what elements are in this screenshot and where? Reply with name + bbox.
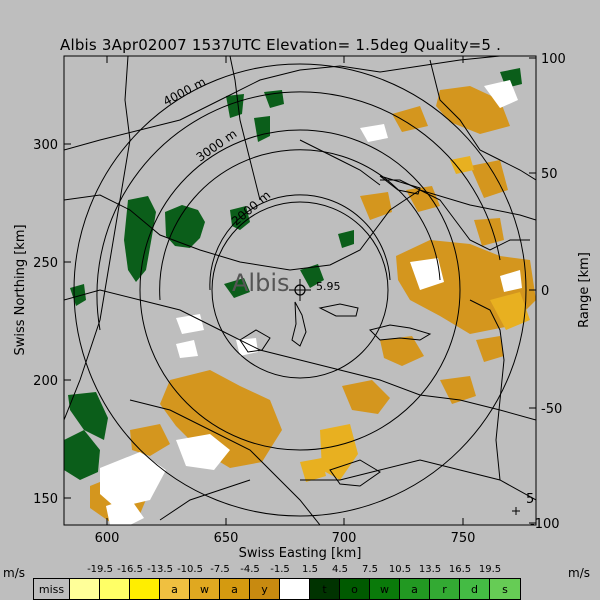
legend-value: -1.5: [270, 564, 290, 575]
legend-bin: miss: [34, 579, 70, 599]
x-tick-label: 650: [214, 531, 239, 546]
legend-value: -19.5: [87, 564, 113, 575]
legend-bin: s: [490, 579, 520, 599]
y-tick-label: 250: [33, 256, 58, 271]
legend-value: 19.5: [478, 564, 502, 575]
y-ticks: [64, 143, 71, 499]
legend-value: -13.5: [147, 564, 173, 575]
y2-tick-label: -50: [541, 402, 562, 417]
y2-axis-label: Range [km]: [577, 252, 592, 328]
y2-tick-label: -100: [530, 517, 560, 532]
corner-number: 5: [526, 492, 534, 507]
y2-tick-label: 0: [541, 284, 549, 299]
legend-value: 1.5: [302, 564, 318, 575]
legend-bin: a: [160, 579, 190, 599]
legend-bin: y: [250, 579, 280, 599]
legend-bin: a: [220, 579, 250, 599]
y-tick-label: 150: [33, 492, 58, 507]
y2-tick-label: 50: [541, 167, 558, 182]
legend-bin: [130, 579, 160, 599]
station-label: Albis: [232, 269, 290, 297]
legend-unit-right: m/s: [568, 566, 590, 580]
range-rings: [73, 63, 527, 517]
legend-value: 4.5: [332, 564, 348, 575]
legend-bin: [280, 579, 310, 599]
station-number: 5.95: [316, 280, 341, 293]
legend-value: -4.5: [240, 564, 260, 575]
legend-bin: [100, 579, 130, 599]
lakes: [239, 175, 432, 487]
legend-value: 10.5: [388, 564, 412, 575]
legend-bin: r: [430, 579, 460, 599]
legend-unit-left: m/s: [3, 566, 25, 580]
legend-value: -16.5: [117, 564, 143, 575]
geography-lines: [64, 56, 536, 525]
legend-bin: d: [460, 579, 490, 599]
legend-value: -7.5: [210, 564, 230, 575]
legend-bin: w: [370, 579, 400, 599]
echo-layer: [64, 68, 536, 525]
map-title: Albis 3Apr02007 1537UTC Elevation= 1.5de…: [60, 36, 502, 54]
legend-value: 16.5: [448, 564, 472, 575]
color-legend: miss a w a y t o w a r d s: [33, 578, 521, 600]
legend-bin: w: [190, 579, 220, 599]
amber-echoes: [300, 156, 530, 482]
y-tick-label: 300: [33, 138, 58, 153]
legend-value: 7.5: [362, 564, 378, 575]
legend-bin: o: [340, 579, 370, 599]
legend-value: -10.5: [177, 564, 203, 575]
y2-ticks: [529, 57, 536, 524]
legend-value: 13.5: [418, 564, 442, 575]
radar-map: Albis 5.95 4000 m 3000 m 2000 m 5 600 65…: [13, 52, 592, 560]
x-tick-label: 700: [332, 531, 357, 546]
x-ticks: [106, 56, 464, 525]
y2-tick-label: 100: [541, 52, 566, 67]
legend-bin: t: [310, 579, 340, 599]
y-axis-label: Swiss Northing [km]: [13, 224, 28, 355]
legend-scale-values: -19.5 -16.5 -13.5 -10.5 -7.5 -4.5 -1.5 1.5 4.5 7.…: [0, 564, 600, 578]
x-axis-label: Swiss Easting [km]: [239, 546, 362, 560]
x-tick-label: 750: [451, 531, 476, 546]
legend-bin: a: [400, 579, 430, 599]
y-tick-label: 200: [33, 374, 58, 389]
altitude-contours: [96, 91, 501, 331]
x-tick-label: 600: [95, 531, 120, 546]
legend-bin: [70, 579, 100, 599]
